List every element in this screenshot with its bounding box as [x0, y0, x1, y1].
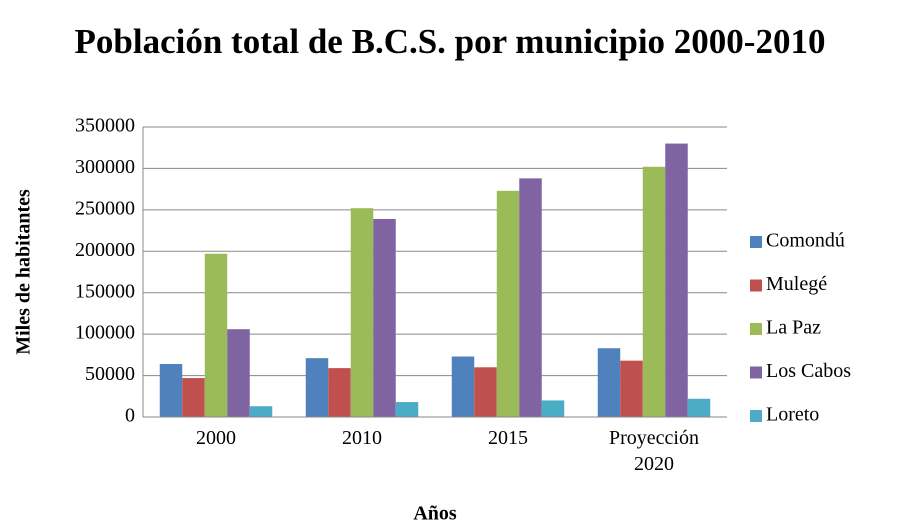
bar [159, 363, 183, 417]
legend-label: La Paz [766, 317, 821, 339]
title-box: Población total de B.C.S. por municipio … [74, 22, 826, 61]
y-axis-label: Miles de habitantes [13, 189, 35, 355]
bar [642, 166, 666, 417]
bar [373, 218, 396, 417]
legend-label: Los Cabos [766, 360, 851, 382]
y-tick-label: 50000 [85, 363, 135, 385]
bar [620, 360, 643, 417]
x-tick-label: Proyección 2020 [609, 427, 699, 475]
x-axis-label: Años [413, 503, 457, 525]
bar [395, 402, 419, 417]
chart-title: Población total de B.C.S. por municipio … [74, 22, 826, 61]
y-tick-label: 200000 [75, 239, 135, 261]
x-tick-label: 2010 [342, 427, 382, 449]
y-tick-label: 100000 [75, 322, 135, 344]
x-tick-box: 2015 [488, 427, 528, 449]
bar [474, 367, 497, 417]
legend-label: Loreto [766, 404, 819, 426]
bar [597, 348, 621, 417]
y-tick-label: 300000 [75, 156, 135, 178]
y-tick-label: 0 [125, 405, 135, 427]
bar [249, 406, 273, 417]
legend-swatch [750, 236, 762, 248]
bar [451, 356, 475, 417]
x-tick-label: 2000 [196, 427, 236, 449]
bar [541, 400, 565, 417]
x-tick-label: 2015 [488, 427, 528, 449]
legend-swatch [750, 410, 762, 422]
x-tick-box: 2000 [196, 427, 236, 449]
bar [328, 368, 351, 417]
legend-swatch [750, 279, 762, 292]
legend-label: Comondú [766, 230, 845, 252]
bar [519, 178, 542, 417]
bar [350, 208, 374, 417]
y-tick-label: 250000 [75, 197, 135, 219]
bar [227, 329, 250, 417]
bar [204, 253, 228, 417]
y-tick-label: 350000 [75, 115, 135, 137]
legend-swatch [750, 323, 762, 335]
y-tick-label: 150000 [75, 280, 135, 302]
bar [182, 378, 205, 417]
bar [496, 190, 520, 417]
legend-swatch [750, 366, 762, 379]
bar [665, 143, 688, 418]
legend-label: Mulegé [766, 273, 827, 295]
x-tick-box: 2010 [342, 427, 382, 449]
x-tick-box: Proyección 2020 [609, 427, 699, 475]
bar [305, 358, 329, 417]
bar [687, 398, 711, 417]
